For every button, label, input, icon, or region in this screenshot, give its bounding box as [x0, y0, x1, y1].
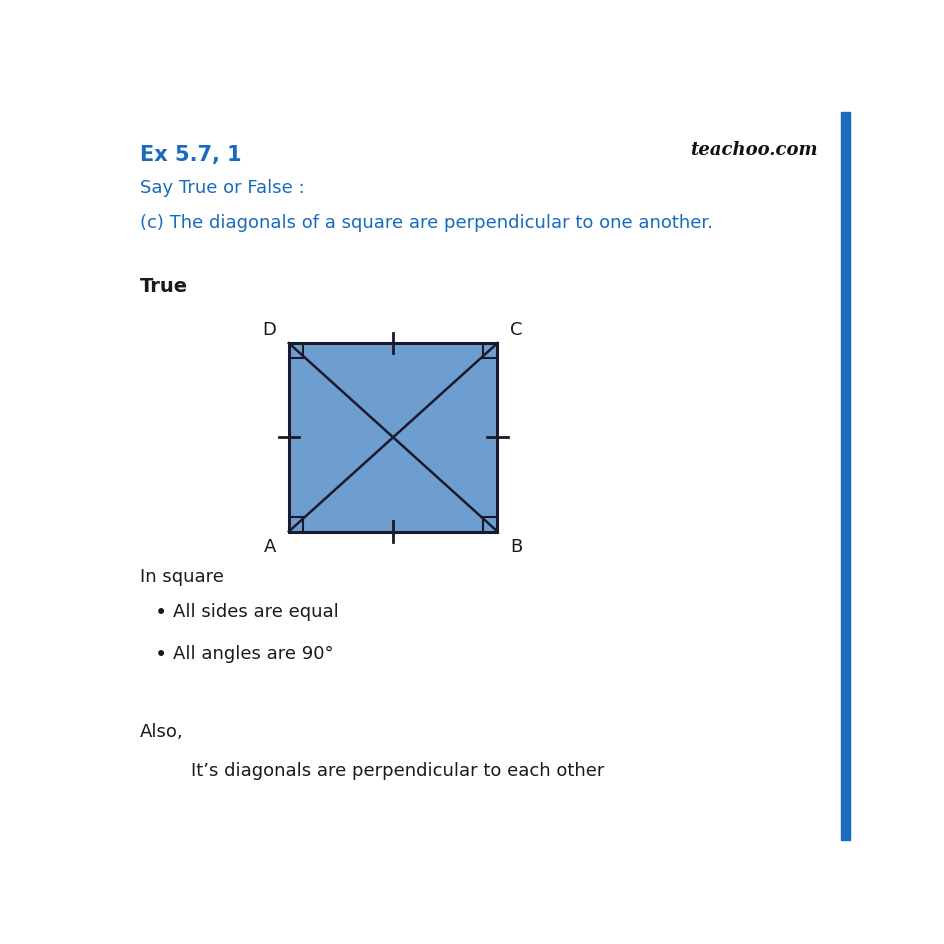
Text: In square: In square: [140, 567, 224, 585]
Polygon shape: [289, 344, 497, 532]
Text: C: C: [509, 320, 522, 339]
Text: teachoo.com: teachoo.com: [689, 141, 817, 159]
Text: A: A: [263, 537, 277, 555]
Text: B: B: [509, 537, 521, 555]
Bar: [840, 113, 850, 840]
Text: All angles are 90°: All angles are 90°: [173, 644, 333, 662]
Text: Say True or False :: Say True or False :: [140, 178, 304, 196]
Text: (c) The diagonals of a square are perpendicular to one another.: (c) The diagonals of a square are perpen…: [140, 213, 713, 231]
Text: All sides are equal: All sides are equal: [173, 602, 339, 620]
Text: D: D: [262, 320, 277, 339]
Text: •: •: [154, 602, 166, 622]
Text: It’s diagonals are perpendicular to each other: It’s diagonals are perpendicular to each…: [191, 762, 604, 780]
Text: True: True: [140, 277, 188, 295]
Text: •: •: [154, 644, 166, 664]
Text: Ex 5.7, 1: Ex 5.7, 1: [140, 144, 242, 164]
Text: Also,: Also,: [140, 722, 183, 740]
